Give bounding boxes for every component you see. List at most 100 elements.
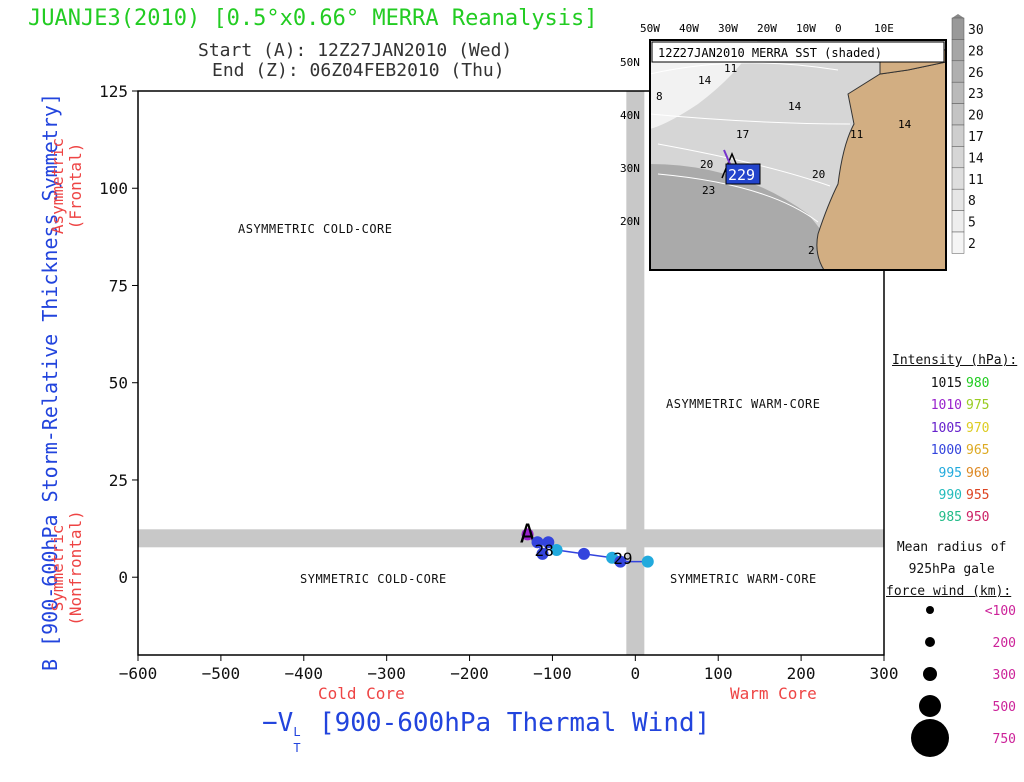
track-point <box>542 536 555 549</box>
vertical-threshold-band <box>626 91 645 655</box>
inset-lat-label: 40N <box>620 109 640 122</box>
chart-title: JUANJE3(2010) [0.5°x0.66° MERRA Reanalys… <box>28 6 598 31</box>
colorbar-label: 11 <box>968 173 984 188</box>
inset-track-box <box>725 163 761 185</box>
radius-label: 200 <box>993 636 1016 651</box>
inset-lon-labels: 50W 40W 30W 20W 10W 0 10E <box>640 22 894 35</box>
storm-track: A28 29 <box>520 519 654 568</box>
plot-frame <box>137 90 885 656</box>
inset-contour-label: 11 <box>850 128 863 141</box>
intensity-value: 995 <box>938 465 962 481</box>
track-point <box>531 536 544 549</box>
track-day-label: 28 <box>535 541 554 560</box>
x-axis-label-rest: [900-600hPa Thermal Wind] <box>303 708 711 738</box>
x-note-right: Warm Core <box>730 684 817 703</box>
inset-lat-label: 50N <box>620 56 640 69</box>
colorbar-label: 28 <box>968 44 984 59</box>
intensity-value: 1015 <box>930 376 962 391</box>
colorbar-label: 30 <box>968 23 984 38</box>
intensity-value: 965 <box>966 443 990 459</box>
x-axis-label-sub: T <box>293 741 301 755</box>
track-point <box>577 547 590 560</box>
inset-title-box <box>651 41 945 63</box>
y-tick-label: 0 <box>118 568 128 587</box>
intensity-value: 975 <box>966 398 990 414</box>
colorbar-label: 20 <box>968 109 984 124</box>
colorbar-label: 23 <box>968 87 984 102</box>
quadrant-top-left: ASYMMETRIC COLD-CORE <box>238 222 393 236</box>
warm-water-patch <box>650 164 848 270</box>
inset-contour-label: 17 <box>736 128 749 141</box>
inset-contour-label: 23 <box>702 184 715 197</box>
inset-lon-label: 50W <box>640 22 660 35</box>
sst-contour <box>649 113 851 125</box>
colorbar-label: 17 <box>968 130 984 145</box>
inset-lon-label: 20W <box>757 22 777 35</box>
x-note-left: Cold Core <box>318 684 405 703</box>
intensity-legend-title: Intensity (hPa): <box>892 353 1018 368</box>
colorbar-swatch <box>951 210 965 233</box>
x-tick-label: −200 <box>450 664 489 683</box>
track-day-label: 29 <box>613 549 632 568</box>
inset-lon-label: 10W <box>796 22 816 35</box>
colorbar-label: 2 <box>968 237 976 252</box>
intensity-row: 1000 965 <box>900 443 990 465</box>
intensity-value: 980 <box>966 376 990 391</box>
radius-label: 500 <box>993 700 1016 715</box>
colorbar-swatch <box>951 103 965 126</box>
y-tick-label: 75 <box>109 276 128 295</box>
sst-contour <box>649 62 839 75</box>
radius-label: 300 <box>993 668 1016 683</box>
track-point <box>550 543 563 556</box>
radius-marker <box>923 667 937 681</box>
x-tick-label: −500 <box>202 664 241 683</box>
horizontal-threshold-band <box>138 529 884 548</box>
quadrant-top-right: ASYMMETRIC WARM-CORE <box>666 397 821 411</box>
colorbar-swatch <box>951 188 965 211</box>
threshold-bands <box>138 91 884 655</box>
sst-colorbar: 30 28 26 23 20 17 14 11 8 5 2 <box>951 14 984 254</box>
radius-legend-title: Mean radius of 925hPa gale force wind (k… <box>886 537 1011 603</box>
inset-lon-label: 10E <box>874 22 894 35</box>
colorbar-swatch <box>951 81 965 104</box>
x-axis-label: −V L T [900-600hPa Thermal Wind] <box>262 708 711 755</box>
inset-contour-label: 11 <box>724 62 737 75</box>
inset-contour-labels: 11 14 8 14 17 11 14 20 20 23 2 <box>656 62 912 257</box>
inset-lon-label: 40W <box>679 22 699 35</box>
start-time: Start (A): 12Z27JAN2010 (Wed) <box>198 40 513 61</box>
intensity-row: 1015 980 <box>900 376 990 398</box>
x-tick-label: −100 <box>533 664 572 683</box>
inset-lat-label: 30N <box>620 162 640 175</box>
colorbar-swatch <box>951 60 965 83</box>
colorbar-cap <box>952 14 964 18</box>
radius-label: 750 <box>993 732 1016 747</box>
y-tick-label: 125 <box>99 82 128 101</box>
intensity-value: 1010 <box>930 398 962 414</box>
intensity-row: 1010 975 <box>900 398 990 420</box>
x-tick-label: 100 <box>704 664 733 683</box>
colorbar-swatch <box>951 146 965 169</box>
inset-contour-label: 8 <box>656 90 663 103</box>
x-tick-label: 200 <box>787 664 816 683</box>
y-tick-label: 25 <box>109 471 128 490</box>
colorbar-label: 8 <box>968 194 976 209</box>
inset-track-line <box>723 149 731 165</box>
intensity-row: 985 950 <box>900 510 990 532</box>
intensity-value: 990 <box>938 487 962 503</box>
y-tick-label: 50 <box>109 374 128 393</box>
track-point <box>521 528 534 541</box>
quadrant-bottom-left: SYMMETRIC COLD-CORE <box>300 572 447 586</box>
colorbar-swatch <box>951 124 965 147</box>
end-time: End (Z): 06Z04FEB2010 (Thu) <box>212 60 505 81</box>
intensity-row: 990 955 <box>900 487 990 510</box>
radius-title-line: 925hPa gale <box>908 562 995 577</box>
inset-title: 12Z27JAN2010 MERRA SST (shaded) <box>658 46 882 60</box>
radius-marker <box>925 637 935 647</box>
intensity-row: 995 960 <box>900 465 990 488</box>
intensity-value: 960 <box>966 465 990 481</box>
x-tick-label: −400 <box>285 664 324 683</box>
track-point <box>641 555 654 568</box>
radius-legend: <100 200 300 500 750 <box>911 604 1016 757</box>
radius-marker <box>926 606 934 614</box>
